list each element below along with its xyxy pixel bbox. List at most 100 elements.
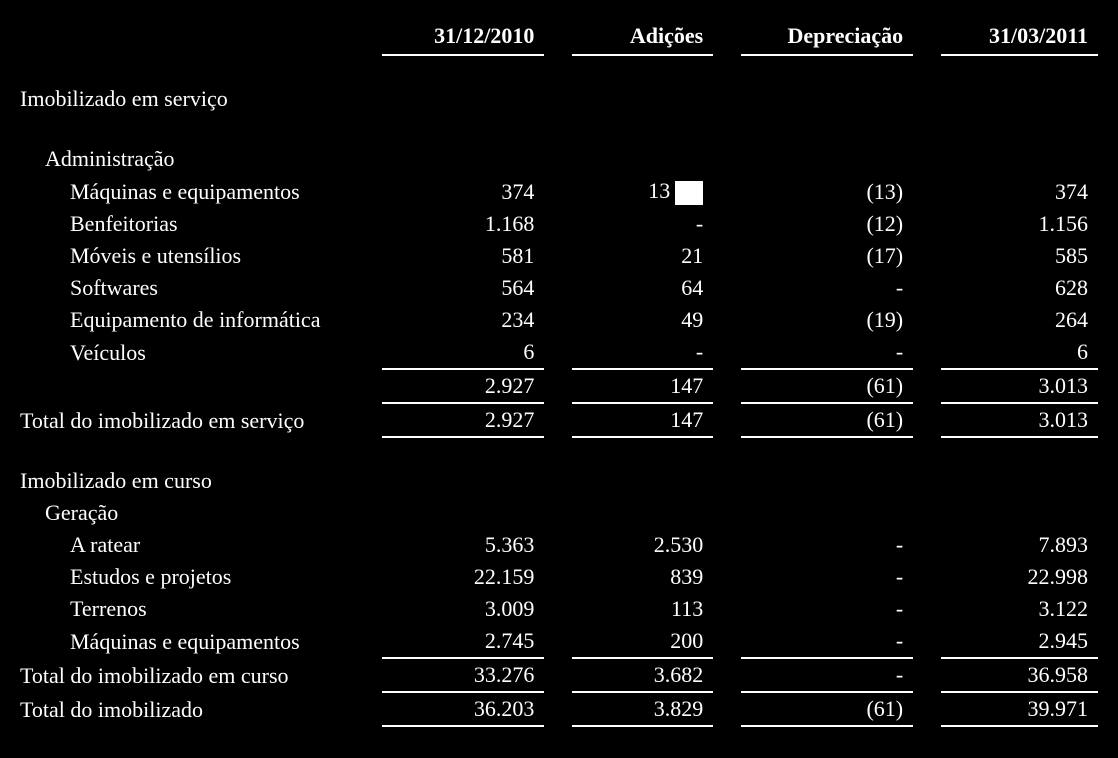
cell: 2.530 [572,529,713,561]
total-label: Total do imobilizado em curso [20,658,382,692]
table-row: Veículos 6 - - 6 [20,336,1098,369]
financial-table: 31/12/2010 Adições Depreciação 31/03/201… [20,20,1098,727]
cell: 6 [382,336,544,369]
cell: - [741,336,914,369]
row-label: Máquinas e equipamentos [20,175,382,208]
grandtotal-label: Total do imobilizado [20,692,382,726]
cell: 64 [572,272,713,304]
cell: 22.998 [941,561,1098,593]
cell: 2.945 [941,625,1098,658]
cell: 22.159 [382,561,544,593]
cell: (61) [741,403,914,437]
section2-subsection: Geração [20,497,382,529]
cell: 147 [572,403,713,437]
cell: 3.122 [941,593,1098,625]
cell: 13 [572,175,713,208]
section1-title: Imobilizado em serviço [20,83,382,115]
table-row: Terrenos 3.009 113 - 3.122 [20,593,1098,625]
row-label: Benfeitorias [20,208,382,240]
row-label: Softwares [20,272,382,304]
cell: - [741,561,914,593]
cell: (13) [741,175,914,208]
cell: 374 [941,175,1098,208]
cell: - [572,336,713,369]
subtotal-label [20,369,382,403]
section2-subsection-row: Geração [20,497,1098,529]
row-label: Equipamento de informática [20,304,382,336]
cell: (12) [741,208,914,240]
row-label: Estudos e projetos [20,561,382,593]
cell: 628 [941,272,1098,304]
cell: 36.958 [941,658,1098,692]
table-row: A ratear 5.363 2.530 - 7.893 [20,529,1098,561]
cell: 2.927 [382,403,544,437]
cell: - [741,593,914,625]
cell: 839 [572,561,713,593]
subtotal-row: 2.927 147 (61) 3.013 [20,369,1098,403]
section1-subsection: Administração [20,143,382,175]
header-col4: 31/03/2011 [941,20,1098,55]
cell: 3.013 [941,403,1098,437]
cell: 49 [572,304,713,336]
header-col1: 31/12/2010 [382,20,544,55]
cell: 2.927 [382,369,544,403]
section2-title-row: Imobilizado em curso [20,465,1098,497]
cell: 36.203 [382,692,544,726]
cell: 7.893 [941,529,1098,561]
cell: - [741,625,914,658]
grandtotal-row: Total do imobilizado 36.203 3.829 (61) 3… [20,692,1098,726]
table-row: Máquinas e equipamentos 374 13 (13) 374 [20,175,1098,208]
row-label: Terrenos [20,593,382,625]
table-row: Softwares 564 64 - 628 [20,272,1098,304]
cell: - [572,208,713,240]
cell: 3.682 [572,658,713,692]
cell: - [741,658,914,692]
row-label: Móveis e utensílios [20,240,382,272]
row-label: Veículos [20,336,382,369]
cell: 1.156 [941,208,1098,240]
section1-total-row: Total do imobilizado em serviço 2.927 14… [20,403,1098,437]
cell: - [741,529,914,561]
cell: 3.009 [382,593,544,625]
header-col3: Depreciação [741,20,914,55]
cell: 3.829 [572,692,713,726]
table-row: Móveis e utensílios 581 21 (17) 585 [20,240,1098,272]
header-empty [20,20,382,55]
total-label: Total do imobilizado em serviço [20,403,382,437]
cell: (61) [741,692,914,726]
table-row: Estudos e projetos 22.159 839 - 22.998 [20,561,1098,593]
cell: 2.745 [382,625,544,658]
section1-subsection-row: Administração [20,143,1098,175]
cell: 581 [382,240,544,272]
table-row: Benfeitorias 1.168 - (12) 1.156 [20,208,1098,240]
cell: 1.168 [382,208,544,240]
cell: 564 [382,272,544,304]
cell: 147 [572,369,713,403]
table-row: Máquinas e equipamentos 2.745 200 - 2.94… [20,625,1098,658]
cell: 6 [941,336,1098,369]
cell: 33.276 [382,658,544,692]
cell: 234 [382,304,544,336]
section1-title-row: Imobilizado em serviço [20,83,1098,115]
section2-total-row: Total do imobilizado em curso 33.276 3.6… [20,658,1098,692]
cell: 264 [941,304,1098,336]
cell: - [741,272,914,304]
cell: 21 [572,240,713,272]
cell: 374 [382,175,544,208]
row-label: A ratear [20,529,382,561]
header-row: 31/12/2010 Adições Depreciação 31/03/201… [20,20,1098,55]
row-label: Máquinas e equipamentos [20,625,382,658]
cell: 39.971 [941,692,1098,726]
section2-title: Imobilizado em curso [20,465,382,497]
header-col2: Adições [572,20,713,55]
cell: (19) [741,304,914,336]
table-row: Equipamento de informática 234 49 (19) 2… [20,304,1098,336]
cell: (61) [741,369,914,403]
cell: 585 [941,240,1098,272]
cell: 3.013 [941,369,1098,403]
cell: 5.363 [382,529,544,561]
cell: (17) [741,240,914,272]
cell: 113 [572,593,713,625]
cell: 200 [572,625,713,658]
white-box [675,181,703,205]
